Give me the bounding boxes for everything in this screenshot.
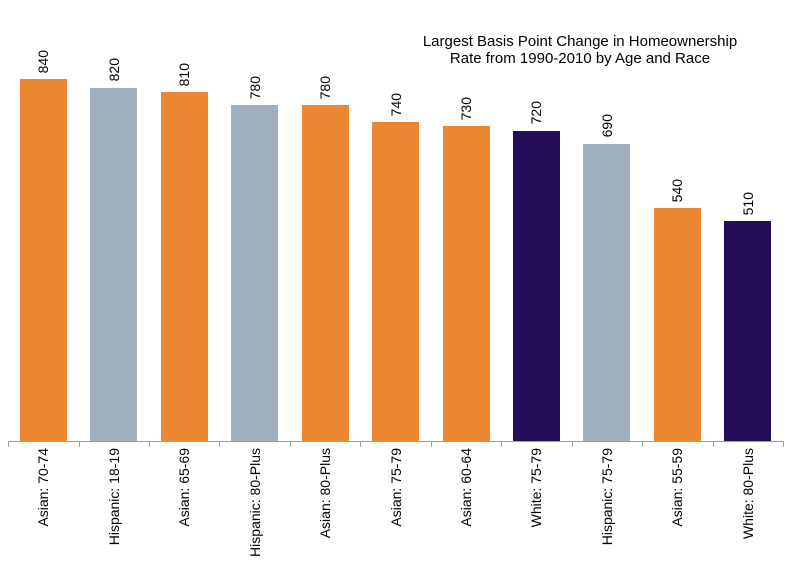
x-axis-tick bbox=[360, 442, 362, 447]
bar bbox=[372, 122, 419, 441]
bar-value-label: 820 bbox=[105, 58, 122, 82]
bar bbox=[19, 79, 67, 441]
category-label: Hispanic: 80-Plus bbox=[246, 448, 263, 557]
x-axis-tick bbox=[219, 442, 221, 447]
x-axis-tick bbox=[78, 442, 80, 447]
category-label: Asian: 55-59 bbox=[669, 448, 686, 527]
x-axis-tick bbox=[501, 442, 503, 447]
x-axis-tick bbox=[571, 442, 573, 447]
category-label: White: 75-79 bbox=[528, 448, 545, 528]
bar-value-label: 730 bbox=[458, 97, 474, 121]
bar bbox=[512, 130, 560, 441]
bar-value-label: 540 bbox=[669, 178, 686, 203]
x-axis-tick bbox=[148, 442, 150, 447]
category-label: Asian: 65-69 bbox=[176, 448, 193, 527]
bar bbox=[90, 87, 138, 441]
category-label: Asian: 70-74 bbox=[35, 448, 52, 527]
bar bbox=[160, 91, 208, 441]
bar bbox=[724, 221, 772, 441]
bar-value-label: 510 bbox=[739, 191, 756, 216]
category-label: Hispanic: 18-19 bbox=[105, 448, 122, 546]
x-axis-tick bbox=[8, 442, 9, 447]
bar bbox=[583, 143, 631, 441]
category-label: White: 80-Plus bbox=[739, 448, 756, 540]
bar bbox=[442, 126, 490, 441]
bar bbox=[301, 104, 349, 441]
category-label: Asian: 75-79 bbox=[387, 448, 404, 527]
x-axis-tick bbox=[783, 442, 784, 447]
x-axis-tick bbox=[289, 442, 291, 447]
x-axis-tick bbox=[642, 442, 644, 447]
bar-value-label: 780 bbox=[317, 75, 333, 99]
bar bbox=[653, 208, 701, 441]
chart-title-line-1: Largest Basis Point Change in Homeowners… bbox=[422, 33, 738, 50]
bar bbox=[231, 104, 279, 441]
bar-value-label: 810 bbox=[176, 62, 193, 86]
x-axis-tick bbox=[712, 442, 714, 447]
category-label: Asian: 60-64 bbox=[458, 448, 474, 527]
x-axis-tick bbox=[430, 442, 432, 447]
bar-value-label: 690 bbox=[598, 114, 615, 138]
bar-value-label: 840 bbox=[35, 49, 52, 73]
category-label: Hispanic: 75-79 bbox=[598, 448, 615, 546]
category-label: Asian: 80-Plus bbox=[317, 448, 333, 539]
bar-value-label: 740 bbox=[387, 92, 404, 117]
chart-title: Largest Basis Point Change in Homeowners… bbox=[398, 33, 762, 67]
bar-value-label: 780 bbox=[246, 75, 263, 99]
x-axis-line bbox=[8, 441, 784, 442]
bar-value-label: 720 bbox=[528, 101, 545, 125]
chart-title-line-2: Rate from 1990-2010 by Age and Race bbox=[449, 50, 711, 67]
